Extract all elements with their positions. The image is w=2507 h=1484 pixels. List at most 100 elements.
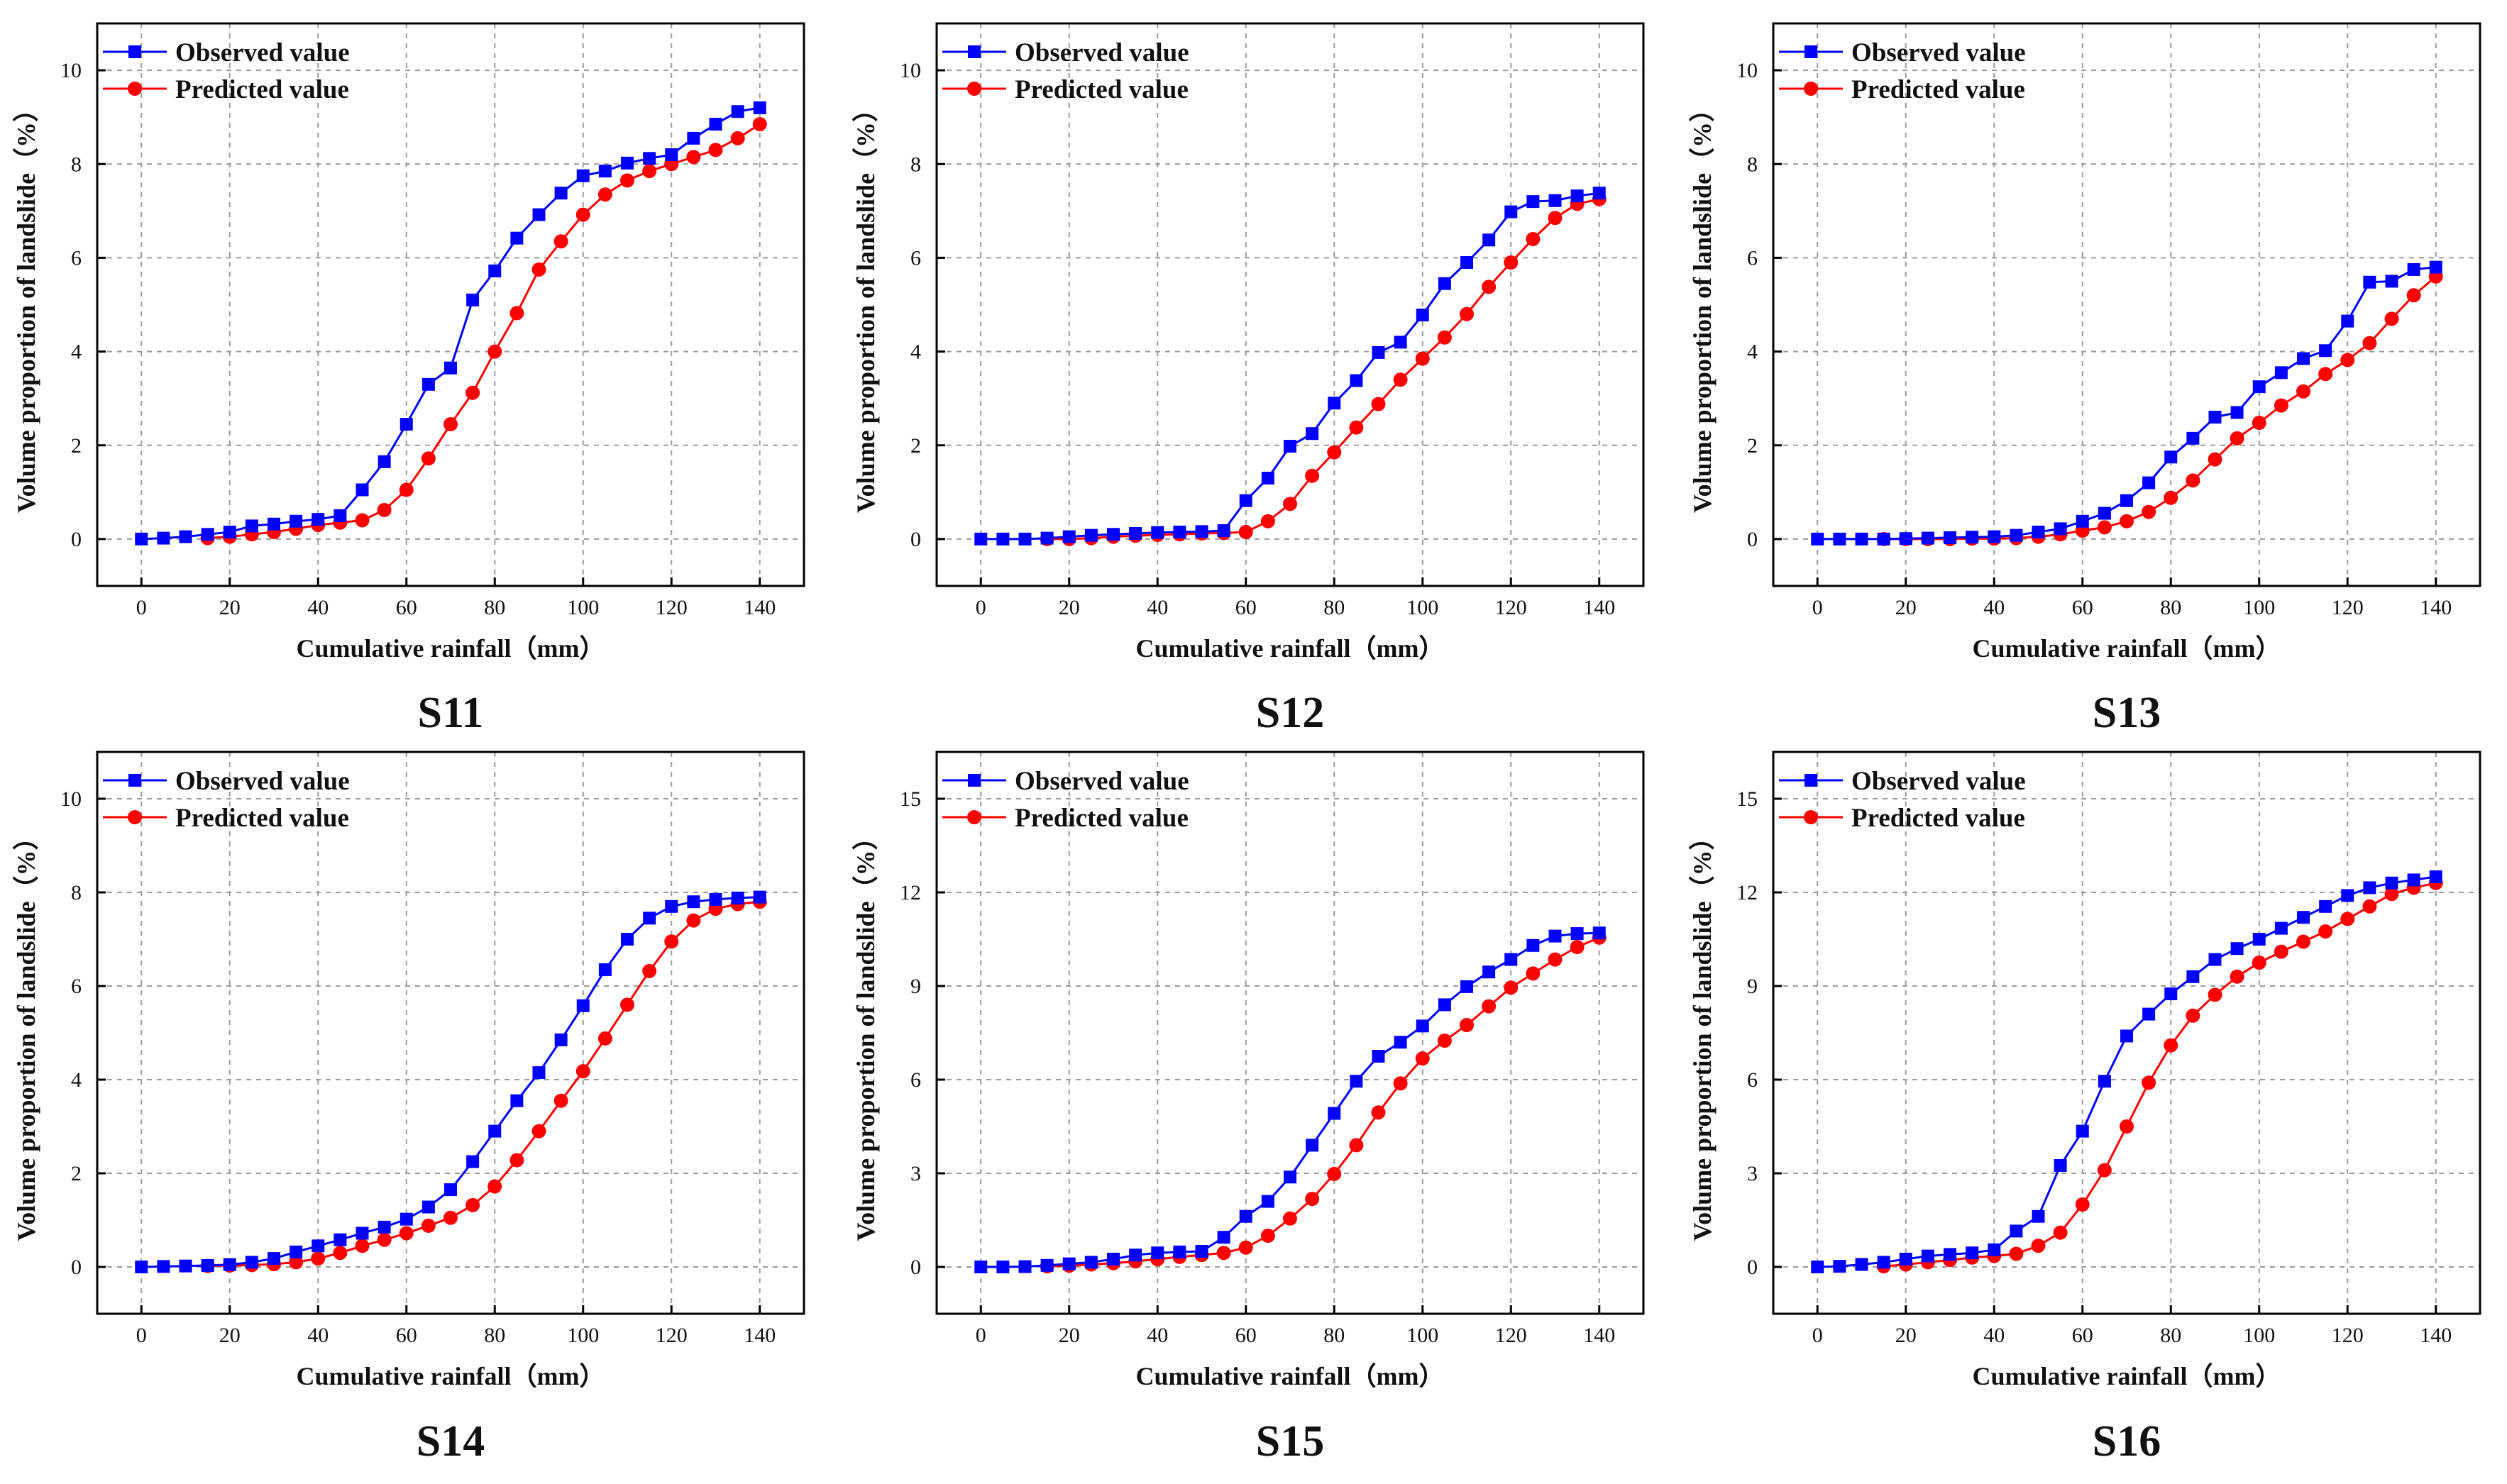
x-tick-label: 120 xyxy=(2332,1324,2364,1347)
data-point-observed xyxy=(1372,345,1385,359)
data-point-observed xyxy=(2120,1029,2133,1043)
data-point-observed xyxy=(2164,987,2178,1000)
data-point-observed xyxy=(2252,933,2266,946)
data-point-observed xyxy=(1195,1245,1208,1258)
data-point-observed xyxy=(2142,1007,2156,1021)
x-tick-label: 100 xyxy=(567,596,599,619)
data-point-observed xyxy=(245,1256,258,1269)
x-tick-label: 80 xyxy=(1323,1324,1345,1347)
legend-marker-circle xyxy=(967,810,981,824)
legend-marker-square xyxy=(968,774,981,787)
x-axis-label: Cumulative rainfall（mm） xyxy=(1973,634,2281,663)
data-point-observed xyxy=(1988,1243,2001,1256)
chart-panel-s14: 0 20 40 60 80 100 120 140 0 2 4 6 8 10 Cumulative rain… xyxy=(12,751,805,1466)
data-point-observed xyxy=(1084,528,1098,542)
series-predicted xyxy=(1876,269,2443,546)
data-point-predicted xyxy=(2340,912,2355,926)
y-tick-label: 2 xyxy=(71,1162,82,1185)
chart-panel-s13: 0 20 40 60 80 100 120 140 0 2 4 6 8 10 Cumulative rain… xyxy=(1688,22,2481,737)
data-point-predicted xyxy=(1349,420,1364,435)
data-point-predicted xyxy=(1393,372,1408,387)
x-tick-label: 0 xyxy=(1812,596,1823,619)
data-point-predicted xyxy=(333,1246,348,1261)
data-point-predicted xyxy=(487,1179,502,1194)
plot-frame xyxy=(1772,22,2481,587)
data-point-predicted xyxy=(465,1197,480,1212)
data-point-observed xyxy=(201,528,214,541)
data-point-observed xyxy=(201,1259,214,1273)
legend: Observed value Predicted value xyxy=(1779,38,2026,104)
data-point-observed xyxy=(1855,532,1868,546)
y-tick-label: 10 xyxy=(60,787,82,811)
series-predicted xyxy=(1040,192,1607,546)
data-point-predicted xyxy=(289,1255,304,1270)
data-point-predicted xyxy=(421,1218,436,1233)
y-tick-label: 0 xyxy=(910,1256,921,1279)
data-point-predicted xyxy=(642,164,657,179)
x-tick-label: 80 xyxy=(2160,1324,2181,1347)
data-point-predicted xyxy=(597,187,612,202)
y-tick-label: 3 xyxy=(1747,1162,1758,1185)
data-point-observed xyxy=(1460,980,1473,993)
data-point-predicted xyxy=(2031,1239,2046,1253)
data-point-predicted xyxy=(553,1093,568,1108)
data-point-observed xyxy=(1151,526,1164,539)
y-axis-label: Volume proportion of landslide（%） xyxy=(12,96,40,513)
data-point-predicted xyxy=(2208,452,2222,467)
y-tick-label: 3 xyxy=(910,1162,921,1185)
data-point-observed xyxy=(1811,1261,1824,1273)
panel-title: S14 xyxy=(417,1417,485,1466)
series-line-observed xyxy=(981,192,1599,541)
data-point-predicted xyxy=(465,385,480,400)
data-point-observed xyxy=(709,892,722,906)
x-tick-label: 20 xyxy=(1895,1324,1917,1347)
data-point-predicted xyxy=(1283,497,1297,511)
x-tick-label: 80 xyxy=(1323,596,1345,619)
y-axis-label: Volume proportion of landslide（%） xyxy=(1688,96,1717,513)
data-point-observed xyxy=(2208,953,2222,966)
data-point-observed xyxy=(466,293,480,306)
data-point-predicted xyxy=(1482,279,1497,294)
data-point-predicted xyxy=(2142,504,2156,519)
data-point-observed xyxy=(2385,275,2398,288)
legend-label: Observed value xyxy=(1851,38,2026,67)
data-point-observed xyxy=(1350,1075,1363,1088)
x-tick-label: 0 xyxy=(136,1324,147,1347)
series-line-observed xyxy=(141,106,761,541)
legend-marker-square xyxy=(1805,45,1817,58)
data-point-observed xyxy=(1416,309,1429,322)
data-point-predicted xyxy=(686,913,701,928)
legend-label: Observed value xyxy=(1851,767,2026,796)
data-point-observed xyxy=(2341,889,2354,902)
data-point-observed xyxy=(1284,440,1296,453)
y-tick-label: 0 xyxy=(71,1256,82,1279)
data-point-predicted xyxy=(1460,1018,1474,1032)
data-point-observed xyxy=(157,1260,170,1273)
x-tick-label: 60 xyxy=(1235,596,1257,619)
data-point-observed xyxy=(1592,926,1606,940)
data-point-observed xyxy=(1040,531,1054,545)
x-tick-label: 100 xyxy=(2243,1324,2275,1347)
y-tick-label: 8 xyxy=(1747,153,1758,176)
data-point-observed xyxy=(1988,530,2001,543)
data-point-predicted xyxy=(730,131,745,145)
data-point-predicted xyxy=(2362,899,2377,914)
data-point-observed xyxy=(2208,411,2222,424)
x-tick-label: 140 xyxy=(2420,1324,2452,1347)
data-point-predicted xyxy=(2318,924,2333,938)
data-point-predicted xyxy=(355,513,370,528)
plot-frame xyxy=(96,751,805,1315)
data-point-observed xyxy=(510,231,524,245)
x-tick-label: 20 xyxy=(1059,596,1080,619)
y-tick-label: 6 xyxy=(1747,246,1758,270)
data-point-observed xyxy=(598,963,612,976)
data-point-observed xyxy=(312,1239,325,1253)
data-point-observed xyxy=(135,1261,148,1273)
data-point-observed xyxy=(1921,1249,1934,1263)
legend: Observed value Predicted value xyxy=(942,38,1189,104)
data-point-observed xyxy=(1018,1260,1032,1273)
data-point-observed xyxy=(2142,476,2156,489)
x-tick-label: 0 xyxy=(1812,1324,1823,1347)
data-point-observed xyxy=(444,1183,457,1197)
data-point-observed xyxy=(1394,336,1407,349)
